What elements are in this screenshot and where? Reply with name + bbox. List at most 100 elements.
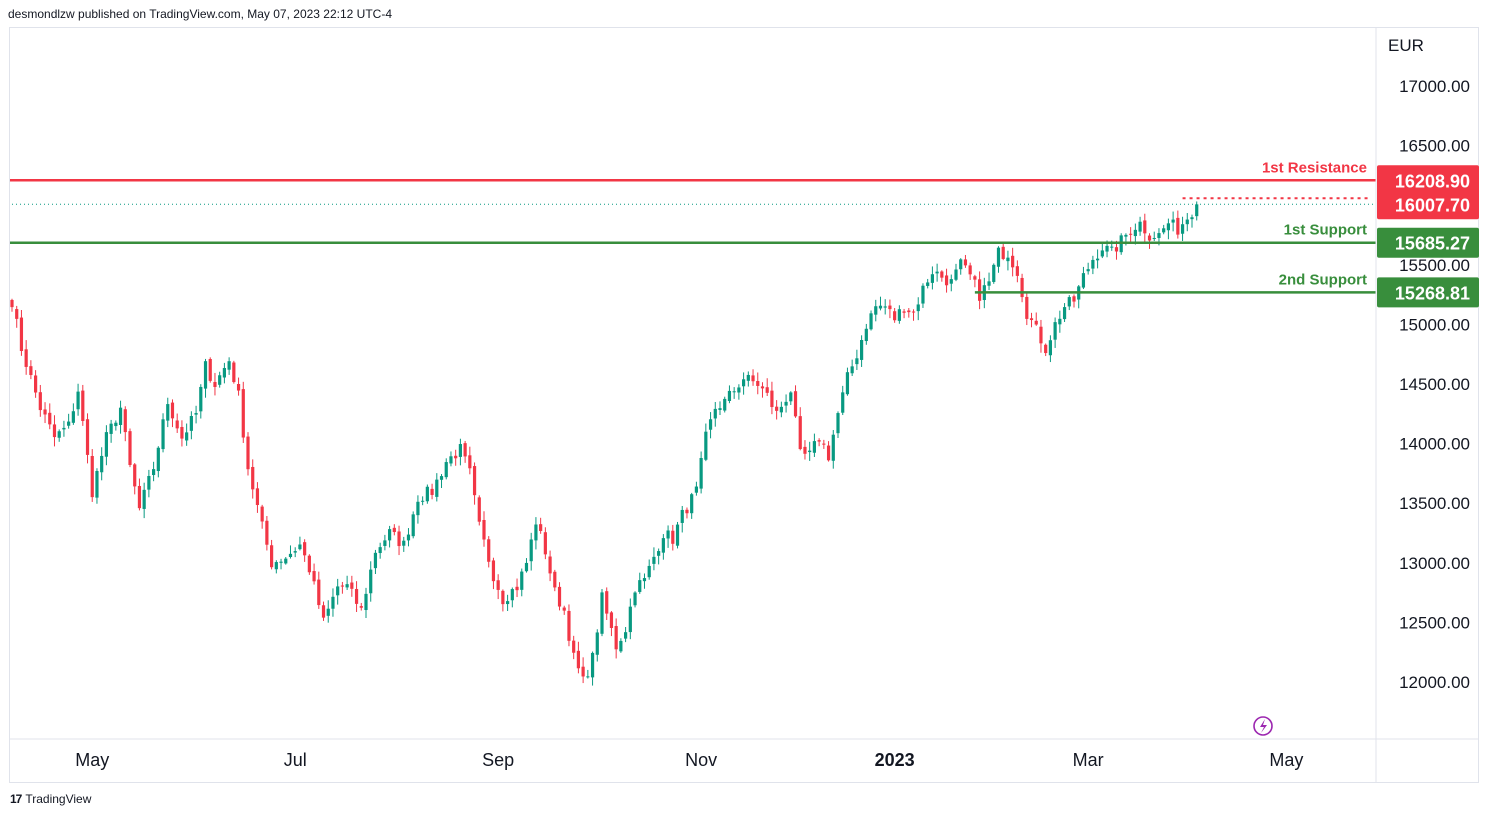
time-axis[interactable]: May Jul Sep Nov 2023 Mar May xyxy=(9,738,1479,770)
candle xyxy=(1011,247,1015,277)
candle xyxy=(926,278,930,289)
candle xyxy=(987,272,991,291)
levels-group: 1st Resistance 1st Support 2nd Support xyxy=(10,159,1376,294)
candle xyxy=(1020,273,1024,303)
candle xyxy=(1062,303,1067,323)
level-label-3: 2nd Support xyxy=(1279,271,1367,288)
candle xyxy=(359,602,363,611)
price-tick-label: 15000.00 xyxy=(1399,315,1470,334)
candle xyxy=(34,370,38,398)
candle xyxy=(435,473,439,502)
candle xyxy=(548,550,552,582)
candle xyxy=(397,525,401,556)
candle xyxy=(477,495,481,526)
candle xyxy=(29,360,33,380)
candle xyxy=(727,385,732,404)
candle xyxy=(81,384,85,426)
candle xyxy=(595,629,599,662)
candle xyxy=(770,381,774,415)
candle xyxy=(482,511,486,547)
tradingview-footer[interactable]: 17 TradingView xyxy=(10,792,91,806)
candle xyxy=(850,359,854,377)
candle xyxy=(921,283,925,308)
time-tick-label: Jul xyxy=(284,750,307,770)
candle xyxy=(137,478,142,511)
candle xyxy=(864,323,868,345)
candle xyxy=(661,534,665,560)
candle xyxy=(421,496,425,506)
candle xyxy=(128,428,132,468)
candle xyxy=(52,415,57,447)
candle xyxy=(539,517,543,534)
candle xyxy=(43,402,47,424)
lightning-icon[interactable] xyxy=(1253,716,1273,736)
candle xyxy=(15,305,19,328)
candle xyxy=(147,469,151,498)
candle xyxy=(911,309,916,321)
candle xyxy=(793,385,798,418)
candle xyxy=(586,669,590,679)
svg-text:16208.90: 16208.90 xyxy=(1395,171,1470,191)
candle xyxy=(388,525,392,548)
candle xyxy=(279,558,283,570)
candle xyxy=(841,385,845,416)
price-tick-label: 13000.00 xyxy=(1399,554,1470,573)
candle xyxy=(581,657,585,684)
candle xyxy=(496,574,500,600)
candle xyxy=(180,420,184,447)
svg-text:15685.27: 15685.27 xyxy=(1395,234,1470,254)
candle xyxy=(213,372,217,396)
candle xyxy=(133,463,137,495)
price-tick-label: 14500.00 xyxy=(1399,375,1470,394)
candle xyxy=(855,349,859,370)
candle xyxy=(1072,294,1076,308)
candle xyxy=(543,527,547,560)
candle xyxy=(633,591,637,608)
candle xyxy=(270,539,274,570)
candle xyxy=(831,430,835,469)
candle xyxy=(779,401,783,418)
price-tag[interactable]: 16208.90 xyxy=(1377,165,1479,196)
candle xyxy=(454,449,458,466)
candle xyxy=(638,572,642,594)
candle xyxy=(373,549,378,574)
candle xyxy=(1152,231,1156,242)
candle xyxy=(114,420,118,431)
candle xyxy=(1143,213,1147,243)
candle xyxy=(605,587,609,621)
candle xyxy=(845,367,850,396)
candle xyxy=(1190,214,1194,228)
candle xyxy=(789,391,793,405)
candle xyxy=(671,524,675,551)
candle xyxy=(1086,262,1090,275)
candle xyxy=(624,627,628,643)
price-axis[interactable]: EUR 17000.00 16500.00 15500.00 15000.00 1450… xyxy=(1375,27,1479,782)
candle xyxy=(954,263,958,282)
candle xyxy=(973,274,977,288)
price-tick-label: 14000.00 xyxy=(1399,435,1470,454)
candle xyxy=(1129,227,1133,243)
candle xyxy=(1081,266,1086,290)
price-tag[interactable]: 16007.70 xyxy=(1377,189,1479,220)
candle xyxy=(803,440,807,460)
candle xyxy=(737,384,741,400)
candle xyxy=(227,357,231,375)
time-tick-label: May xyxy=(1269,750,1303,770)
candle xyxy=(1048,335,1052,363)
candle xyxy=(430,483,434,500)
candle xyxy=(1138,216,1142,236)
candle xyxy=(897,305,901,324)
price-tag[interactable]: 15268.81 xyxy=(1377,277,1479,308)
candle xyxy=(265,515,269,551)
level-label-2: 1st Support xyxy=(1284,222,1367,239)
candle xyxy=(968,262,972,280)
candle xyxy=(524,558,529,573)
price-tag[interactable]: 15685.27 xyxy=(1377,227,1479,258)
candle xyxy=(1006,250,1010,271)
price-tick-label: 15500.00 xyxy=(1399,256,1470,275)
candle xyxy=(902,308,906,319)
candles-group xyxy=(10,201,1199,686)
candle xyxy=(1053,317,1057,348)
candle xyxy=(472,462,477,505)
